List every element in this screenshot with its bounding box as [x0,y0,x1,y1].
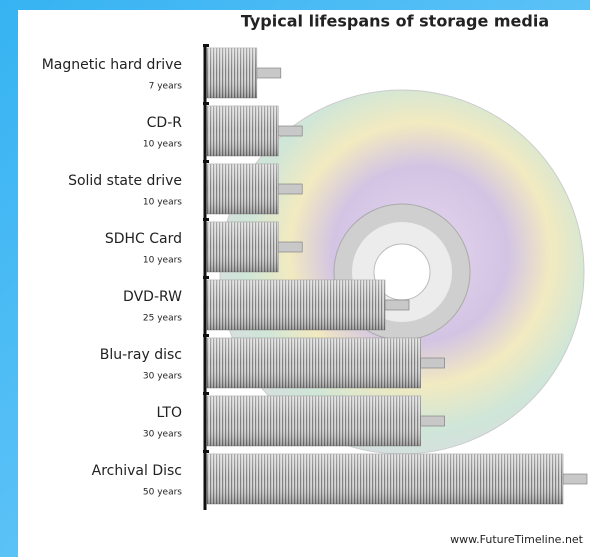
axis-notch [203,276,209,279]
category-label: LTO [157,405,182,421]
chart-title: Typical lifespans of storage media [241,12,549,31]
axis-notch [203,44,209,47]
value-label: 30 years [143,430,182,440]
value-label: 7 years [149,82,183,92]
category-label: CD-R [147,115,183,131]
bar-connector [277,183,303,195]
axis-notch [203,392,209,395]
bar-connector [384,299,410,311]
axis-notch [203,450,209,453]
category-label: Archival Disc [92,463,182,479]
category-label: Blu-ray disc [100,347,182,363]
category-label: DVD-RW [123,289,182,305]
bar-shade [207,280,385,330]
bar-shade [207,396,421,446]
value-label: 30 years [143,372,182,382]
bar-shade [207,106,279,156]
value-label: 10 years [143,198,182,208]
bar-connector [277,241,303,253]
bar-connector [277,125,303,137]
bar-connector [420,357,445,369]
value-label: 10 years [143,140,182,150]
axis-notch [203,160,209,163]
bar-shade [207,48,257,98]
bar-shade [207,454,563,504]
axis-notch [203,102,209,105]
bar-shade [207,222,279,272]
value-label: 25 years [143,314,182,324]
bar-shade [207,338,421,388]
value-label: 50 years [143,488,182,498]
bar-connector [256,67,282,79]
category-label: Solid state drive [68,173,182,189]
bar-connector [562,473,588,485]
axis-notch [203,334,209,337]
bar-shade [207,164,279,214]
axis-notch [203,218,209,221]
category-label: SDHC Card [105,231,182,247]
bar-connector [420,415,445,427]
category-label: Magnetic hard drive [42,57,182,73]
source: www.FutureTimeline.net [450,533,584,546]
value-label: 10 years [143,256,182,266]
